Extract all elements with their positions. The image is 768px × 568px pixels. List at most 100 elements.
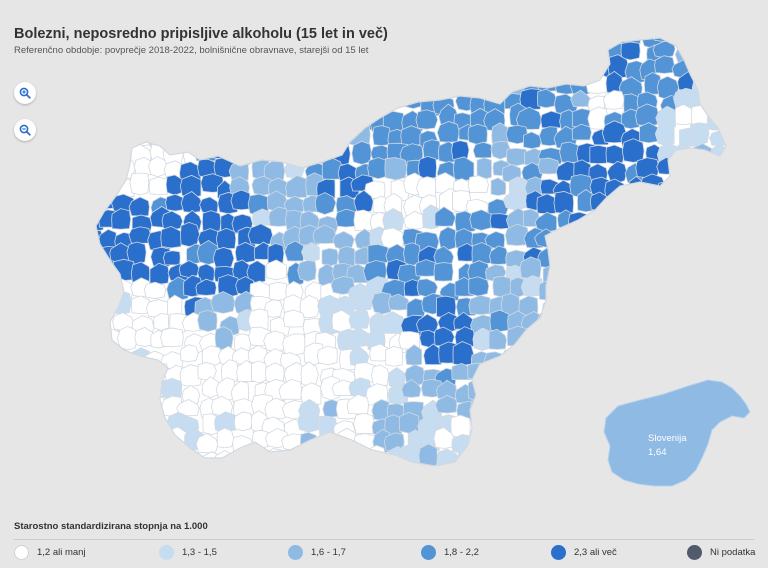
municipality-region[interactable] [571,123,592,141]
municipality-region[interactable] [437,62,455,82]
municipality-region[interactable] [523,414,545,435]
municipality-region[interactable] [552,227,574,249]
municipality-region[interactable] [675,314,694,336]
municipality-region[interactable] [559,432,580,452]
municipality-region[interactable] [237,28,255,47]
municipality-region[interactable] [601,25,625,44]
municipality-region[interactable] [555,398,577,421]
municipality-region[interactable] [506,44,527,65]
municipality-region[interactable] [470,451,492,471]
municipality-region[interactable] [178,58,201,78]
municipality-region[interactable] [96,434,120,456]
municipality-region[interactable] [705,26,725,46]
municipality-region[interactable] [230,189,252,211]
municipality-region[interactable] [635,368,659,386]
municipality-region[interactable] [96,41,114,66]
municipality-region[interactable] [353,293,373,311]
municipality-region[interactable] [217,45,236,64]
municipality-region[interactable] [503,347,526,369]
municipality-region[interactable] [489,245,509,265]
municipality-region[interactable] [297,411,320,433]
municipality-region[interactable] [181,108,203,129]
municipality-region[interactable] [504,28,526,49]
municipality-region[interactable] [573,43,595,63]
municipality-region[interactable] [606,277,626,296]
municipality-region[interactable] [213,129,237,148]
municipality-region[interactable] [348,308,370,329]
municipality-region[interactable] [365,73,388,95]
municipality-region[interactable] [399,21,418,40]
municipality-region[interactable] [150,60,173,80]
municipality-region[interactable] [692,315,717,337]
municipality-region[interactable] [405,344,423,366]
municipality-region[interactable] [82,381,104,400]
municipality-region[interactable] [269,40,291,65]
municipality-region[interactable] [76,27,97,49]
municipality-region[interactable] [653,205,678,231]
municipality-region[interactable] [675,298,699,319]
municipality-region[interactable] [709,294,734,315]
municipality-region[interactable] [353,412,375,434]
municipality-region[interactable] [353,41,373,60]
municipality-region[interactable] [571,282,590,303]
municipality-region[interactable] [568,411,594,431]
municipality-region[interactable] [507,400,529,421]
municipality-region[interactable] [270,18,290,42]
municipality-region[interactable] [587,230,606,250]
municipality-region[interactable] [456,26,474,43]
municipality-region[interactable] [555,343,577,367]
municipality-region[interactable] [300,432,318,453]
municipality-region[interactable] [97,447,118,466]
municipality-region[interactable] [114,381,134,406]
municipality-region[interactable] [146,74,165,95]
municipality-region[interactable] [116,111,136,131]
municipality-region[interactable] [285,175,310,198]
municipality-region[interactable] [284,38,307,58]
municipality-region[interactable] [147,125,167,149]
municipality-region[interactable] [127,395,151,420]
municipality-region[interactable] [96,122,115,142]
municipality-region[interactable] [301,60,325,82]
municipality-region[interactable] [77,193,95,217]
municipality-region[interactable] [654,123,675,147]
municipality-region[interactable] [589,144,608,164]
municipality-region[interactable] [148,156,168,178]
municipality-region[interactable] [398,42,422,66]
municipality-region[interactable] [133,90,157,111]
municipality-region[interactable] [456,449,478,469]
municipality-region[interactable] [695,245,716,270]
municipality-region[interactable] [688,198,712,216]
municipality-region[interactable] [179,364,203,387]
municipality-region[interactable] [643,293,664,314]
municipality-region[interactable] [233,112,254,134]
municipality-region[interactable] [706,112,724,131]
municipality-region[interactable] [202,130,222,151]
municipality-region[interactable] [589,362,614,382]
municipality-region[interactable] [606,229,626,251]
municipality-region[interactable] [216,427,235,449]
municipality-region[interactable] [635,103,660,127]
municipality-region[interactable] [108,22,132,45]
municipality-region[interactable] [536,193,560,215]
municipality-region[interactable] [116,58,138,81]
municipality-region[interactable] [670,190,692,212]
municipality-region[interactable] [523,398,547,420]
municipality-region[interactable] [131,347,152,371]
municipality-region[interactable] [536,52,560,76]
municipality-region[interactable] [111,450,134,471]
municipality-region[interactable] [553,191,575,214]
municipality-region[interactable] [490,399,511,423]
municipality-region[interactable] [234,241,258,264]
municipality-region[interactable] [251,360,267,384]
municipality-region[interactable] [181,384,200,405]
municipality-region[interactable] [245,39,268,64]
municipality-region[interactable] [573,446,592,469]
municipality-region[interactable] [486,452,505,471]
municipality-region[interactable] [83,110,105,131]
municipality-region[interactable] [628,361,646,382]
municipality-region[interactable] [691,210,710,231]
municipality-region[interactable] [331,309,353,333]
municipality-region[interactable] [265,76,290,100]
municipality-region[interactable] [639,326,658,348]
municipality-region[interactable] [335,61,357,79]
